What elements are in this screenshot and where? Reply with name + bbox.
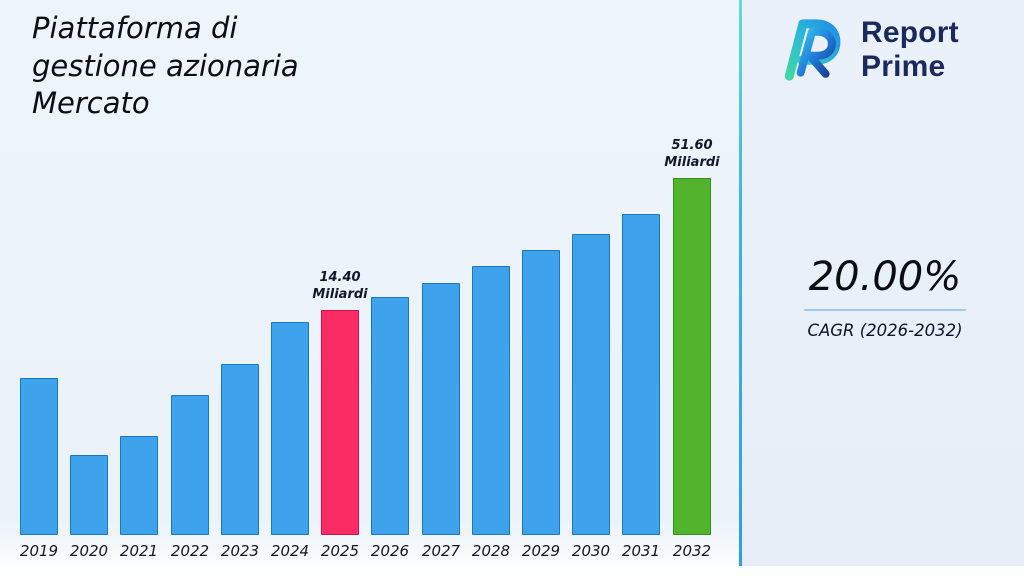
page-title-line-3: Mercato	[32, 86, 150, 121]
bar-2032	[673, 178, 711, 535]
bottom-strip	[0, 566, 1024, 576]
bar-2025	[321, 310, 359, 535]
panel-divider	[739, 0, 742, 576]
bar-2020	[70, 455, 108, 535]
page-title: Piattaforma di gestione azionaria Mercat…	[32, 10, 299, 123]
report-prime-monogram-icon	[784, 19, 841, 81]
value-label-2025: 14.40 Miliardi	[312, 270, 368, 303]
bar-chart: 2019 2020 2021 2022 2023 2024 14.40 Miliardi 202…	[20, 138, 720, 560]
x-label-2021: 2021	[119, 542, 159, 560]
x-label-2027: 2027	[421, 542, 461, 560]
brand-name-line-1: Report	[861, 16, 959, 50]
right-panel	[742, 0, 1024, 576]
bar-2019	[20, 378, 58, 535]
x-label-2029: 2029	[521, 542, 561, 560]
x-label-2020: 2020	[69, 542, 109, 560]
cagr-label: CAGR (2026-2032)	[807, 321, 963, 340]
x-label-2026: 2026	[370, 542, 410, 560]
x-label-2028: 2028	[471, 542, 511, 560]
x-label-2019: 2019	[19, 542, 59, 560]
x-label-2030: 2030	[571, 542, 611, 560]
cagr-underline	[804, 309, 966, 311]
x-label-2032: 2032	[672, 542, 712, 560]
page-title-line-2: gestione azionaria	[32, 48, 299, 83]
bar-2021	[120, 436, 158, 535]
x-label-2025: 2025	[320, 542, 360, 560]
value-label-2032: 51.60 Miliardi	[664, 138, 720, 171]
cagr-block: 20.00% CAGR (2026-2032)	[800, 254, 970, 340]
x-label-2022: 2022	[170, 542, 210, 560]
bar-2023	[221, 364, 259, 535]
brand-name-line-2: Prime	[861, 50, 946, 83]
bar-2022	[171, 395, 209, 535]
bar-2030	[572, 234, 610, 535]
bar-2031	[622, 214, 660, 535]
bar-2028	[472, 266, 510, 535]
page-title-line-1: Piattaforma di	[32, 11, 238, 45]
x-label-2031: 2031	[621, 542, 661, 560]
bar-2024	[271, 322, 309, 535]
x-label-2024: 2024	[270, 542, 310, 560]
bar-2027	[422, 283, 460, 535]
bar-2029	[522, 250, 560, 535]
cagr-value: 20.00%	[808, 254, 962, 300]
bar-2026	[371, 297, 409, 535]
brand-logo: Report Prime	[770, 8, 959, 92]
x-label-2023: 2023	[220, 542, 260, 560]
brand-name: Report Prime	[861, 16, 959, 83]
